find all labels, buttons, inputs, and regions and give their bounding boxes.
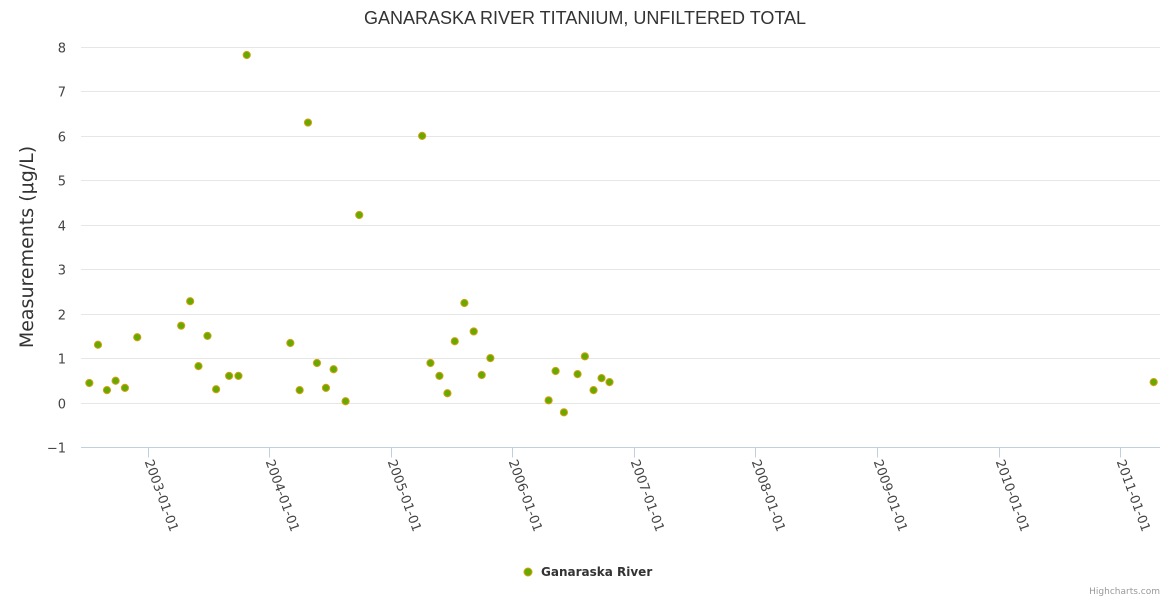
data-point[interactable] [312, 358, 322, 368]
data-point[interactable] [460, 298, 469, 308]
data-point[interactable] [329, 365, 338, 374]
data-point[interactable] [111, 376, 120, 385]
data-point[interactable] [212, 385, 221, 394]
y-tick-label: −1 [47, 442, 66, 457]
y-tick-label: 6 [58, 131, 66, 146]
credits-link[interactable]: Highcharts.com [1089, 587, 1160, 597]
y-tick-label: 3 [58, 264, 66, 279]
data-point[interactable] [597, 374, 606, 383]
data-point[interactable] [355, 210, 364, 220]
legend-marker [523, 567, 533, 577]
data-point[interactable] [225, 371, 234, 380]
data-point[interactable] [341, 397, 350, 406]
data-point[interactable] [426, 358, 435, 368]
data-point[interactable] [120, 383, 130, 392]
y-tick-label: 0 [58, 398, 66, 413]
data-point[interactable] [573, 370, 582, 379]
chart-title: GANARASKA RIVER TITANIUM, UNFILTERED TOT… [364, 8, 806, 28]
data-point[interactable] [544, 396, 553, 405]
data-points [85, 50, 1158, 417]
data-point[interactable] [551, 366, 560, 376]
legend-label: Ganaraska River [541, 565, 652, 579]
data-point[interactable] [295, 386, 304, 395]
data-point[interactable] [418, 131, 427, 140]
data-point[interactable] [443, 389, 452, 398]
data-point[interactable] [450, 337, 459, 346]
data-point[interactable] [589, 386, 598, 395]
data-point[interactable] [133, 333, 142, 342]
data-point[interactable] [85, 378, 94, 388]
data-point[interactable] [477, 370, 486, 380]
data-point[interactable] [303, 118, 313, 127]
data-point[interactable] [580, 352, 589, 361]
y-tick-label: 5 [58, 175, 66, 190]
legend-item-ganaraska-river[interactable]: Ganaraska River [523, 565, 652, 579]
data-point[interactable] [194, 362, 203, 371]
y-tick-label: 4 [58, 220, 66, 235]
data-point[interactable] [186, 297, 195, 306]
y-tick-label: 2 [58, 309, 66, 324]
data-point[interactable] [605, 378, 614, 387]
gridlines [81, 47, 1160, 448]
data-point[interactable] [203, 331, 212, 340]
data-point[interactable] [1149, 378, 1158, 387]
data-point[interactable] [177, 321, 186, 330]
y-axis-ticks: −1 0 1 2 3 4 5 6 7 8 [47, 42, 66, 457]
data-point[interactable] [469, 327, 478, 336]
data-point[interactable] [286, 338, 295, 348]
data-point[interactable] [435, 371, 444, 380]
y-tick-label: 1 [58, 353, 66, 368]
data-point[interactable] [486, 354, 495, 363]
y-tick-label: 7 [58, 86, 66, 101]
data-point[interactable] [242, 50, 251, 60]
data-point[interactable] [559, 408, 569, 417]
data-point[interactable] [93, 340, 103, 349]
y-axis-label: Measurements (μg/L) [16, 146, 38, 348]
y-tick-label: 8 [58, 42, 66, 57]
data-point[interactable] [102, 386, 112, 395]
data-point[interactable] [234, 371, 243, 380]
data-point[interactable] [321, 383, 331, 392]
